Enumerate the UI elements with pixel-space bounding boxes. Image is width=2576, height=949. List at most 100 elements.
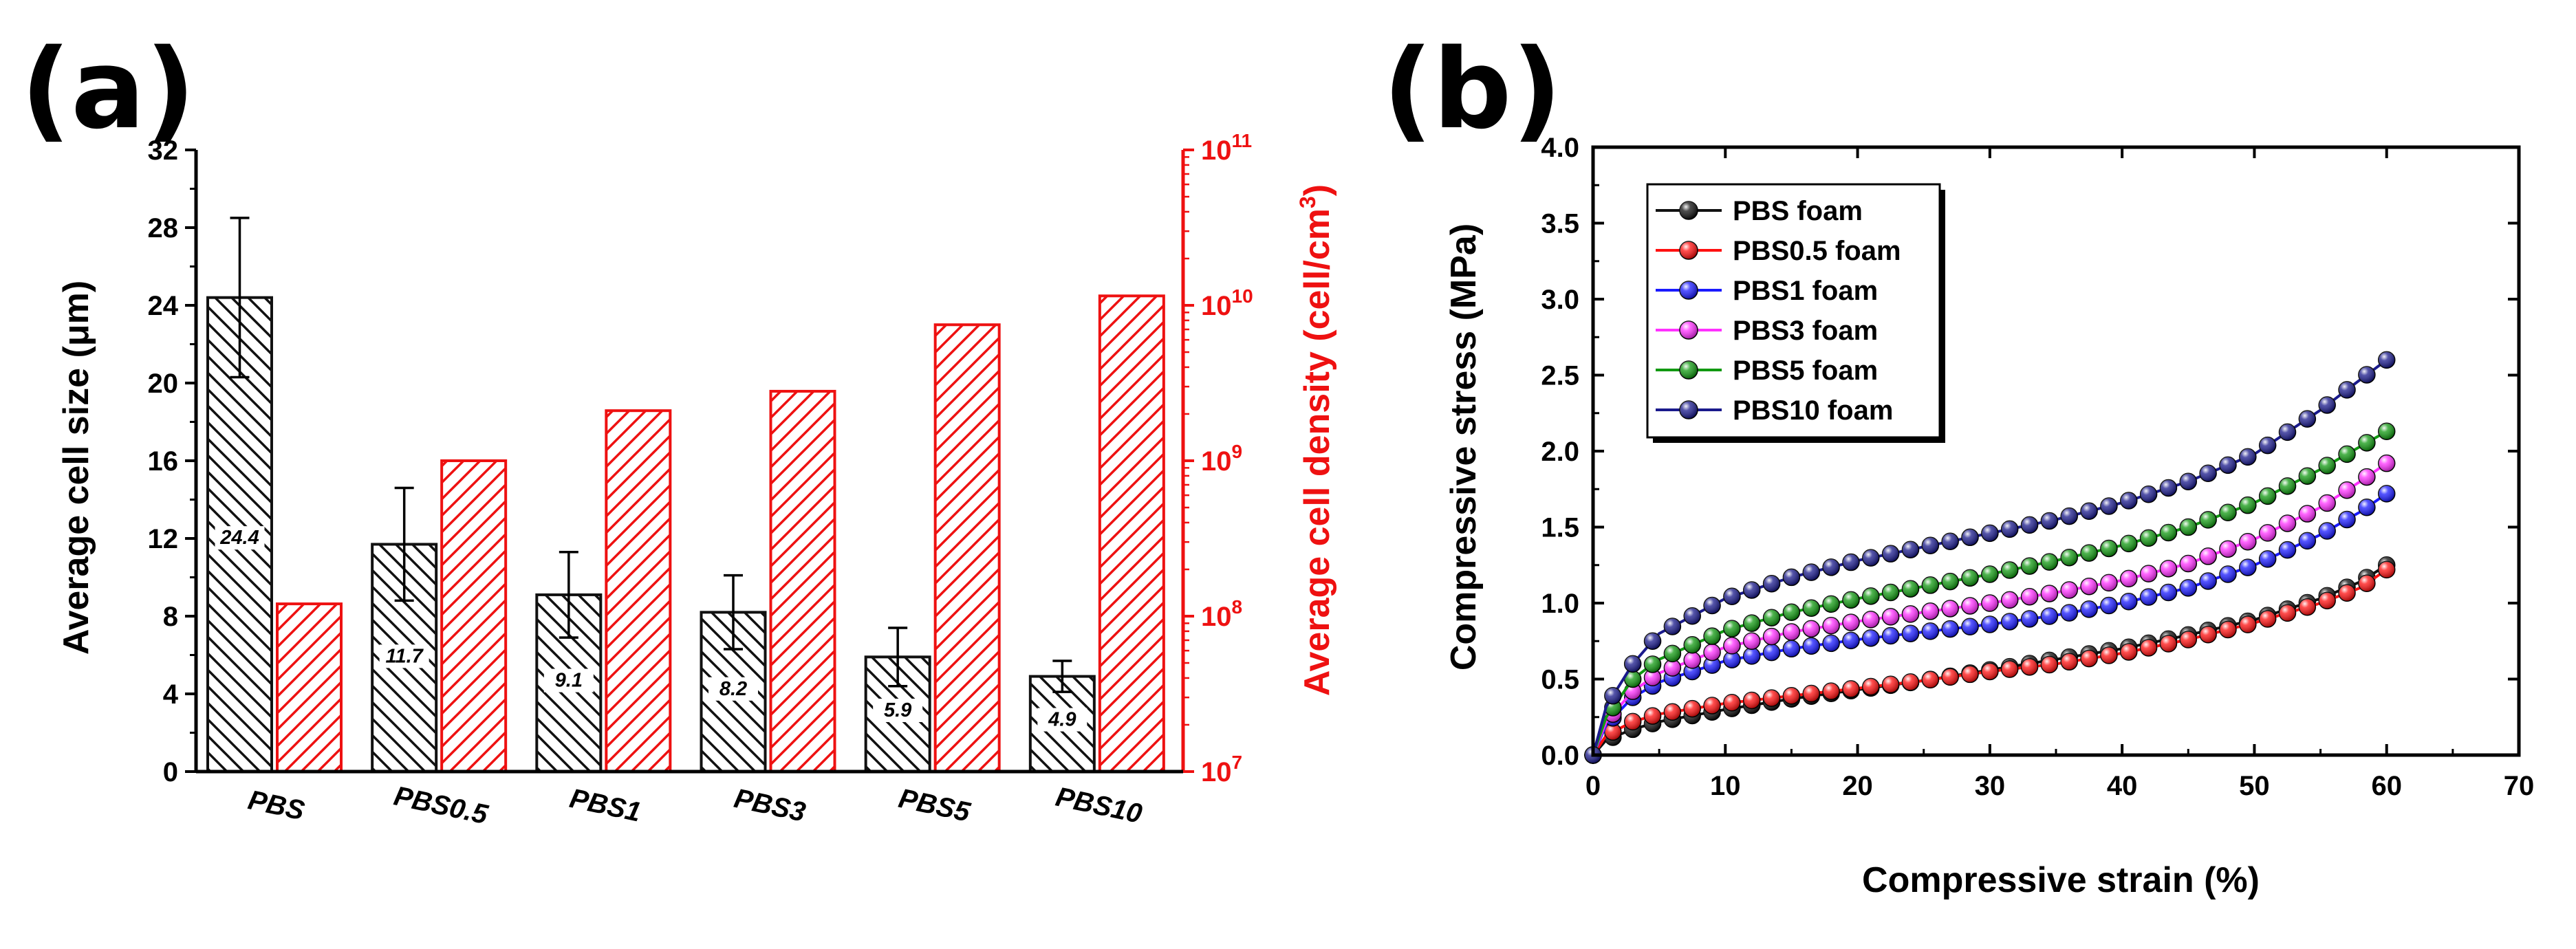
data-point-shine [1783, 569, 1800, 586]
data-point-shine [1942, 620, 1959, 637]
data-point-shine [1803, 637, 1820, 655]
y-tick-label: 28 [148, 213, 179, 243]
data-point-shine [1704, 697, 1721, 714]
data-point-shine [2279, 514, 2296, 532]
panel-b-label: (b) [1383, 25, 1562, 153]
y2-tick-label: 107 [1201, 752, 1242, 787]
data-point-shine [2339, 511, 2356, 528]
bar-cell-density [276, 602, 343, 773]
y2-tick-label: 108 [1201, 596, 1242, 632]
b-x-tick-label: 10 [1710, 771, 1741, 801]
data-point-shine [1783, 604, 1800, 621]
data-point-shine [1684, 700, 1701, 717]
series-pbs0.5-foam [1584, 560, 2396, 764]
data-point-shine [2319, 494, 2336, 512]
error-bars [230, 217, 1072, 693]
data-point-shine [1644, 655, 1661, 673]
y-tick-label: 20 [148, 369, 179, 399]
data-label-bg [708, 677, 758, 701]
data-point-shine [1882, 627, 1899, 644]
data-point-shine [1743, 633, 1760, 650]
series-pbs3-foam [1584, 454, 2396, 764]
data-point-shine [2319, 592, 2336, 609]
y2-tick-exp: 11 [1232, 130, 1253, 151]
data-point-shine [2299, 532, 2316, 549]
b-y-tick-label: 0.0 [1541, 741, 1579, 771]
y2-tick-label: 1011 [1201, 130, 1252, 166]
data-point-shine [1664, 618, 1681, 635]
data-point-shine [2219, 541, 2236, 558]
data-point-shine [2061, 653, 2078, 670]
y-tick-label: 8 [163, 602, 178, 632]
b-y-tick-label: 1.0 [1541, 589, 1579, 619]
data-point-shine [1962, 597, 1979, 614]
data-point-shine [1803, 564, 1820, 581]
data-point-shine [1882, 608, 1899, 625]
category-label: PBS3 [732, 783, 808, 828]
data-point-shine [2358, 366, 2375, 383]
legend-marker-shine [1680, 241, 1698, 259]
data-point-shine [2239, 448, 2256, 466]
data-point-shine [2160, 479, 2177, 497]
data-point-shine [1942, 533, 1959, 550]
data-point-shine [1902, 605, 1919, 622]
data-point-shine [1981, 566, 1998, 583]
data-point-shine [1743, 615, 1760, 632]
data-point-shine [2081, 600, 2098, 618]
legend-label: PBS1 foam [1733, 276, 1878, 306]
legend-label: PBS3 foam [1733, 316, 1878, 346]
y2-tick-base: 10 [1201, 135, 1232, 166]
data-point-shine [1763, 690, 1780, 707]
data-point-shine [2358, 468, 2375, 486]
data-point-shine [2160, 635, 2177, 653]
y2-title-end: ) [1297, 184, 1337, 196]
data-point-shine [2339, 481, 2356, 499]
data-point-shine [1684, 607, 1701, 624]
data-point-shine [2001, 562, 2018, 579]
y-tick-label: 16 [148, 446, 179, 477]
data-label-bg [215, 526, 265, 550]
data-point-shine [2180, 519, 2197, 536]
data-point-shine [1743, 692, 1760, 709]
y2-tick-base: 10 [1201, 757, 1232, 787]
data-point-shine [1922, 602, 1939, 620]
bar-data-label: 24.4 [219, 527, 259, 549]
data-point-shine [1922, 622, 1939, 640]
data-point-shine [2200, 626, 2217, 643]
data-point-shine [2299, 468, 2316, 485]
category-labels: PBS PBS0.5 PBS1 PBS3 PBS5 PBS10 [246, 781, 1145, 830]
data-point-shine [1644, 633, 1661, 650]
data-point-shine [1922, 537, 1939, 554]
data-point-shine [2100, 647, 2117, 664]
data-point-shine [2279, 604, 2296, 622]
data-point-shine [1842, 614, 1859, 631]
data-point-shine [1704, 657, 1721, 674]
data-point-shine [1842, 591, 1859, 609]
legend-marker-shine [1680, 281, 1698, 299]
data-point-shine [1981, 595, 1998, 611]
data-point-shine [2081, 503, 2098, 520]
data-point-shine [1823, 558, 1840, 576]
data-point-shine [1942, 573, 1959, 590]
data-point-shine [1981, 663, 1998, 680]
data-point-shine [1862, 587, 1879, 604]
data-point-shine [2200, 511, 2217, 528]
data-point-shine [1842, 632, 1859, 649]
data-point-shine [2219, 504, 2236, 521]
category-label: PBS5 [896, 783, 973, 828]
data-point-shine [1644, 708, 1661, 725]
legend-marker-shine [1680, 361, 1698, 379]
data-point-shine [1842, 680, 1859, 697]
y-tick-label: 32 [148, 135, 179, 166]
data-point-shine [1783, 640, 1800, 657]
b-x-ticks: 0 10 20 30 40 50 60 70 [1585, 147, 2534, 801]
data-point-shine [2140, 530, 2157, 547]
data-point-shine [2140, 589, 2157, 606]
bar-data-label: 8.2 [719, 678, 747, 700]
legend-box [1646, 183, 1941, 439]
data-point-shine [1803, 685, 1820, 702]
data-point-shine [1644, 669, 1661, 686]
data-point-shine [2140, 486, 2157, 503]
data-point-shine [1783, 687, 1800, 704]
category-label: PBS1 [567, 783, 643, 828]
